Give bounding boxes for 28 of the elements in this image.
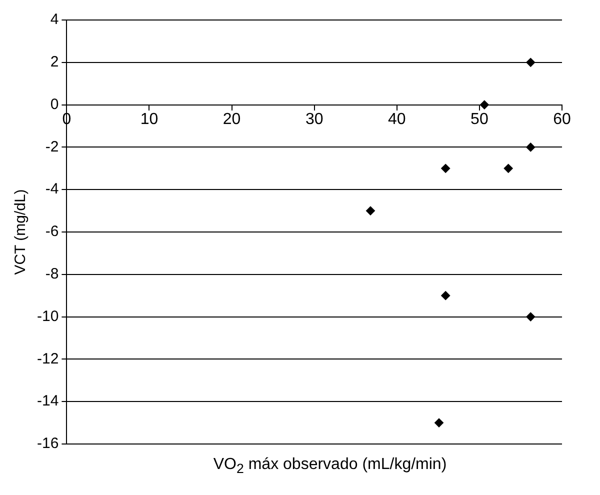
y-tick-label: -14	[36, 392, 59, 410]
x-tick-label: 40	[388, 110, 406, 128]
x-tick-label: 20	[222, 110, 241, 128]
point	[504, 164, 513, 173]
point	[480, 100, 489, 110]
y-tick-label: -4	[45, 180, 59, 198]
y-tick-label: -10	[36, 308, 59, 325]
x-axis-title: VO$_{2}$ máx observado (mL/kg/min)	[212, 456, 448, 476]
y-tick-label: -12	[36, 350, 59, 368]
x-tick-label: 30	[305, 110, 324, 128]
y-tick-label: -8	[45, 266, 59, 283]
point	[441, 164, 450, 173]
point	[526, 142, 536, 152]
point	[526, 312, 536, 322]
x-tick-label: 50	[470, 110, 488, 128]
y-tick-label: -6	[45, 223, 59, 240]
y-tick-label: 0	[50, 96, 59, 113]
x-tick-label: 10	[140, 110, 158, 128]
y-tick-label: -16	[36, 435, 59, 452]
y-tick-label: -2	[45, 138, 59, 156]
y-tick-label: 4	[50, 11, 59, 28]
x-tick-label: 60	[553, 110, 571, 128]
y-tick-label: 2	[50, 54, 59, 71]
point	[441, 291, 450, 300]
point	[526, 58, 536, 67]
y-axis-title: VCT (mg/dL)	[12, 189, 30, 275]
point	[366, 206, 375, 216]
point	[434, 418, 444, 428]
